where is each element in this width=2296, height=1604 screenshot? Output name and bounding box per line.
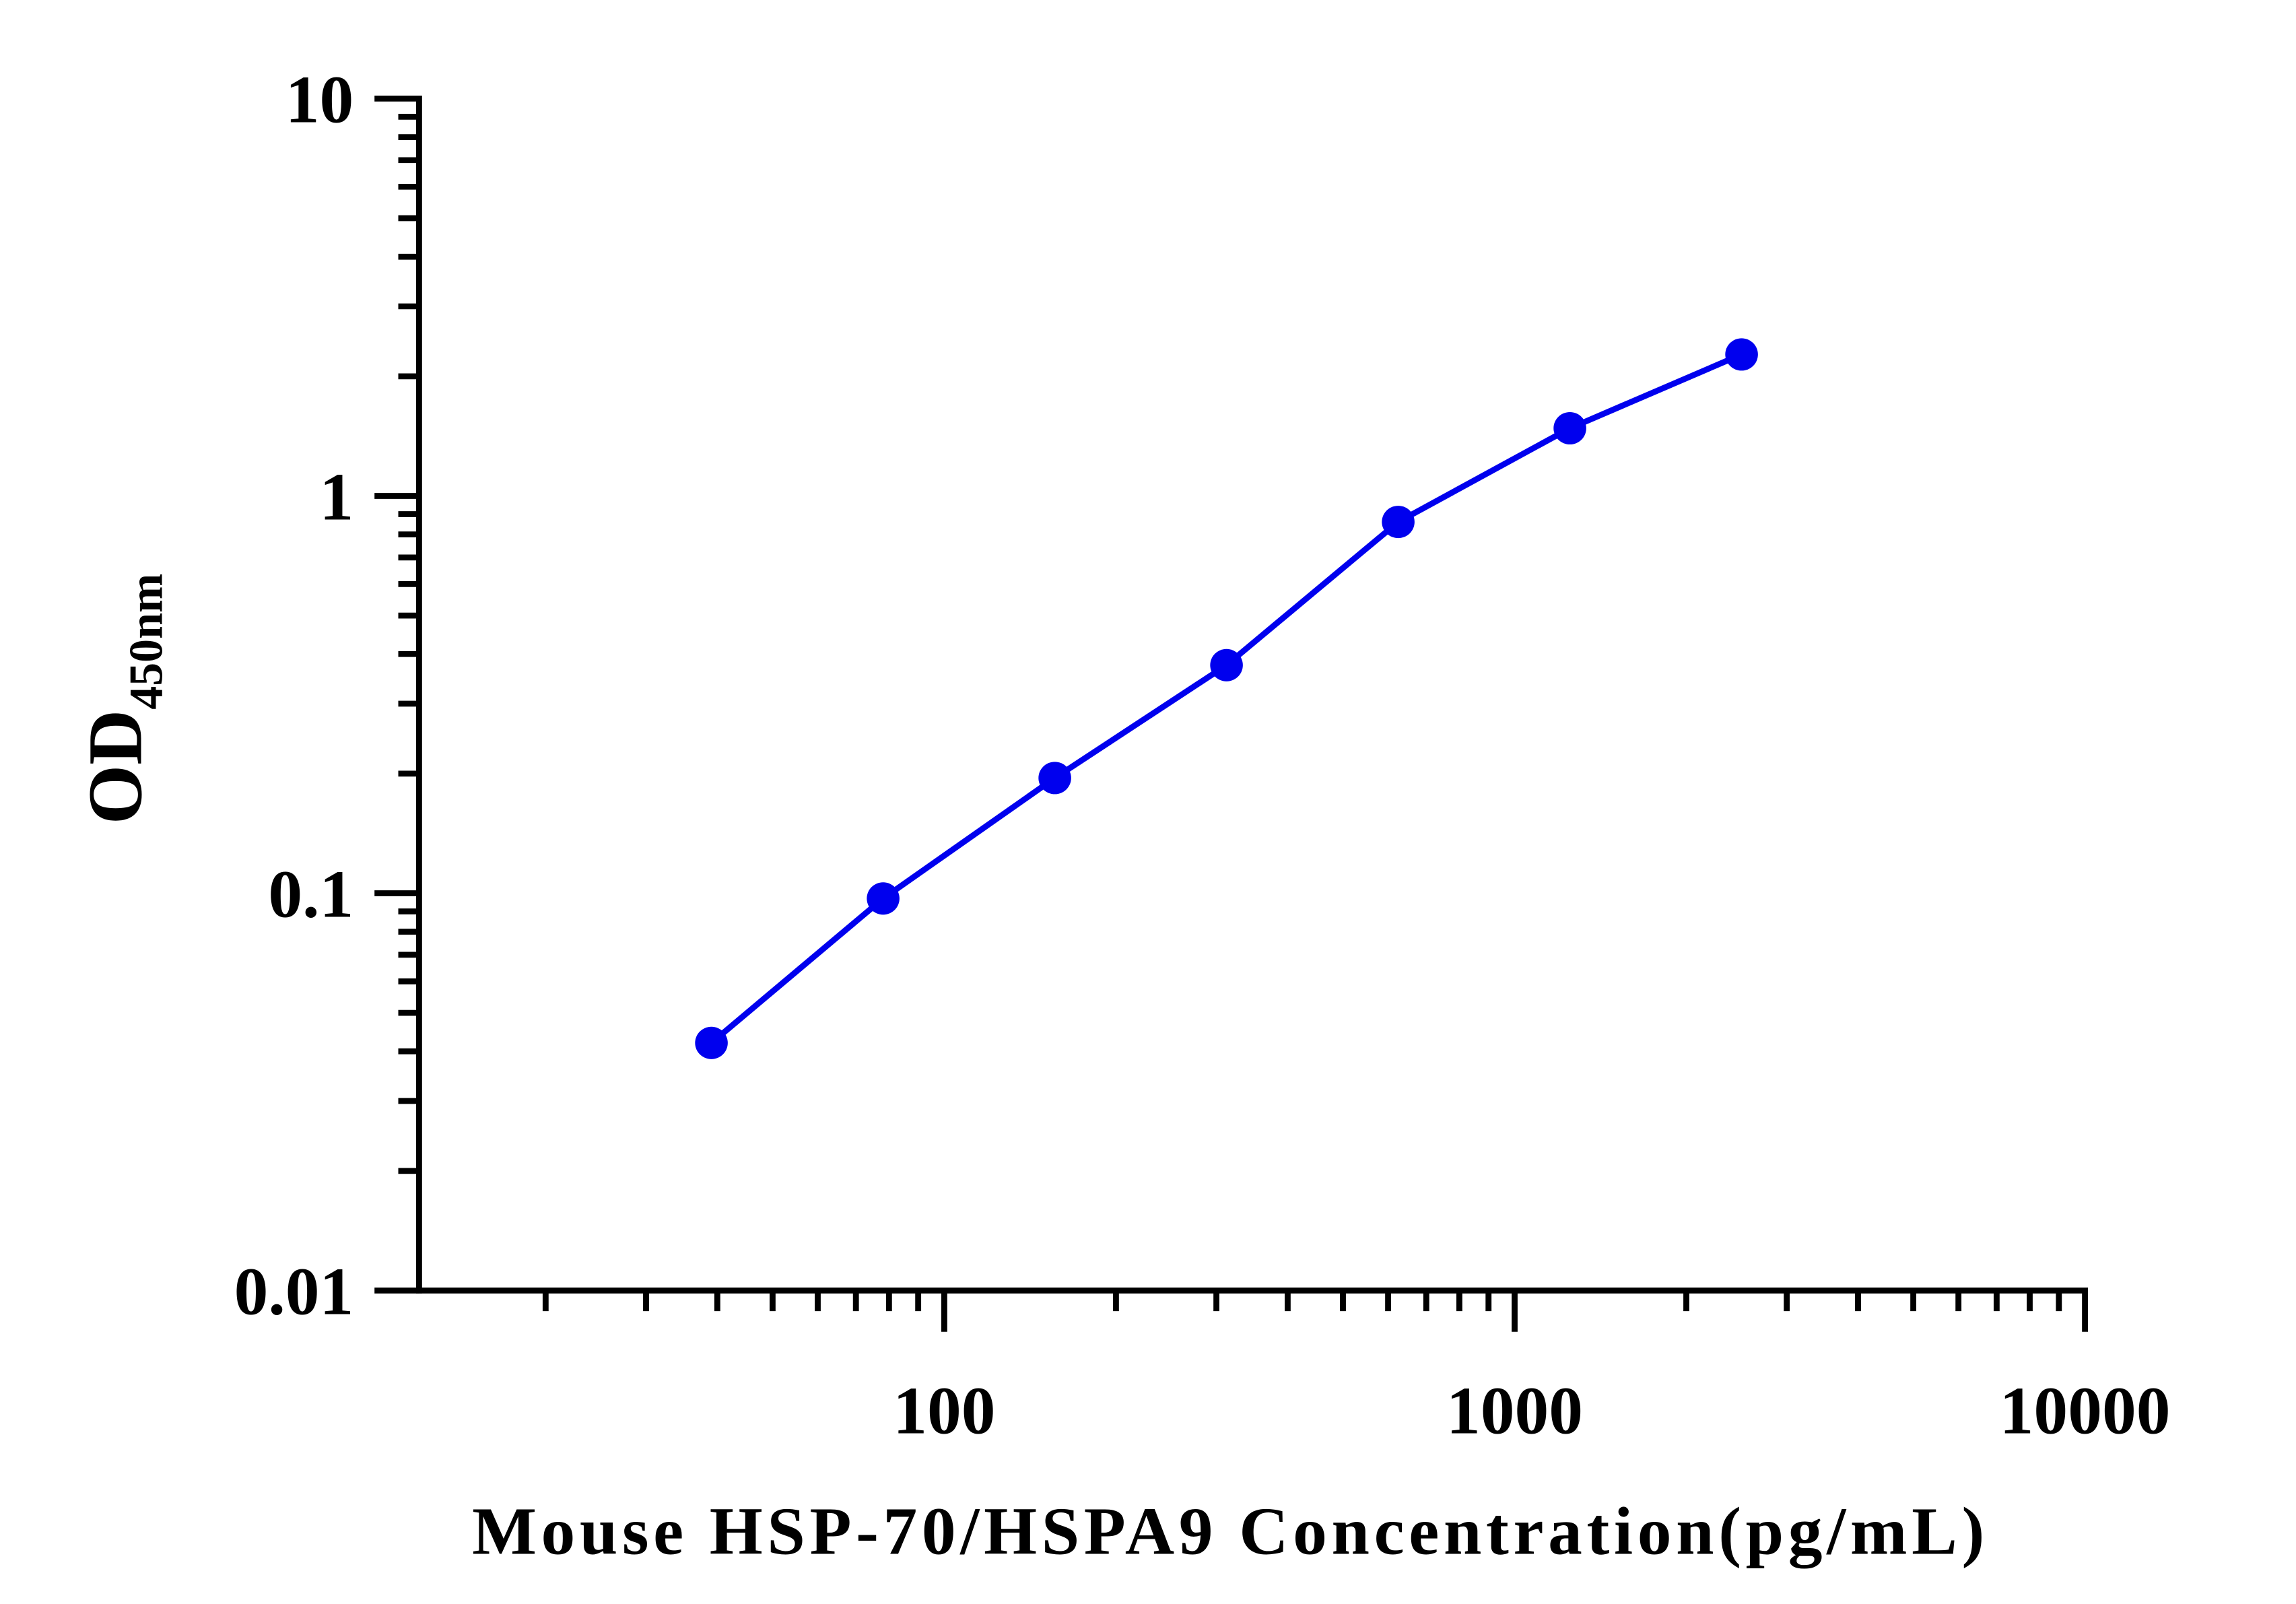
data-point [1382, 506, 1415, 539]
y-tick-label: 0.1 [268, 857, 353, 931]
y-axis-title: OD450nm [72, 574, 172, 824]
data-point [1210, 648, 1243, 681]
x-axis-title: Mouse HSP-70/HSPA9 Concentration(pg/mL) [472, 1494, 1989, 1568]
data-point [1725, 338, 1758, 371]
y-tick-label: 10 [285, 62, 354, 137]
y-tick-label: 0.01 [234, 1254, 354, 1329]
data-point [1038, 762, 1071, 795]
data-point [867, 882, 900, 915]
y-axis-title-main: OD [72, 710, 158, 824]
x-tick-label: 1000 [1446, 1373, 1583, 1448]
x-tick-label: 10000 [2000, 1373, 2171, 1448]
data-point [1553, 411, 1586, 445]
data-line [709, 352, 1743, 1046]
data-point [695, 1026, 728, 1059]
y-tick-label: 1 [320, 459, 354, 534]
x-tick-label: 100 [893, 1373, 995, 1448]
y-axis-title-subscript: 450nm [120, 574, 172, 710]
